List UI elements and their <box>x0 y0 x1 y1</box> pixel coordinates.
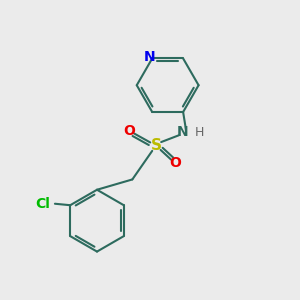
Text: O: O <box>124 124 135 138</box>
Text: O: O <box>169 156 181 170</box>
Text: H: H <box>195 126 204 139</box>
Text: S: S <box>150 138 161 153</box>
Text: N: N <box>177 125 188 139</box>
Text: Cl: Cl <box>35 197 50 211</box>
Text: N: N <box>144 50 156 64</box>
